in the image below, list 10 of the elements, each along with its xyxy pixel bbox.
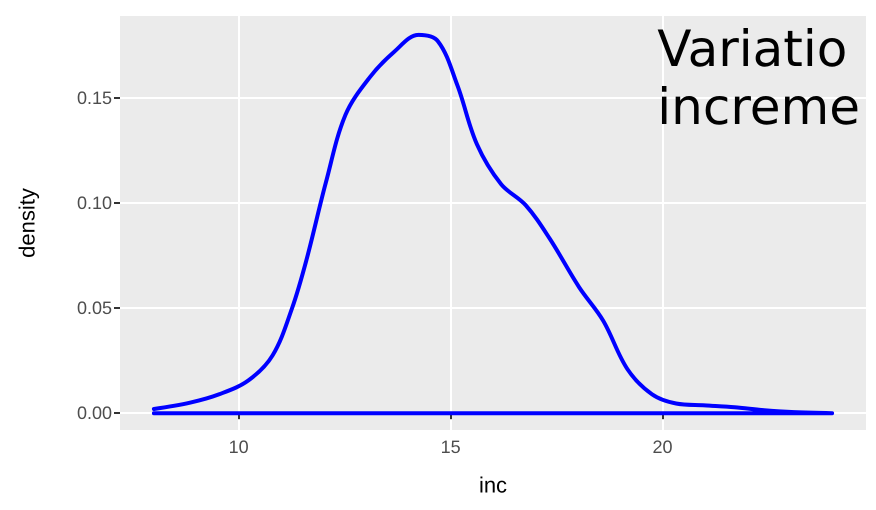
x-axis-title: inc — [478, 472, 508, 498]
x-tick-label: 15 — [440, 437, 461, 457]
x-tick-label: 10 — [228, 437, 249, 457]
x-tick-label: 20 — [652, 437, 673, 457]
y-tick-label: 0.15 — [76, 88, 112, 108]
y-axis-title: density — [14, 188, 40, 258]
y-tick-label: 0.00 — [76, 403, 112, 424]
y-tick-label: 0.05 — [76, 298, 112, 318]
y-tick-label: 0.10 — [76, 193, 112, 214]
annotation: Variatio increme — [657, 20, 860, 136]
